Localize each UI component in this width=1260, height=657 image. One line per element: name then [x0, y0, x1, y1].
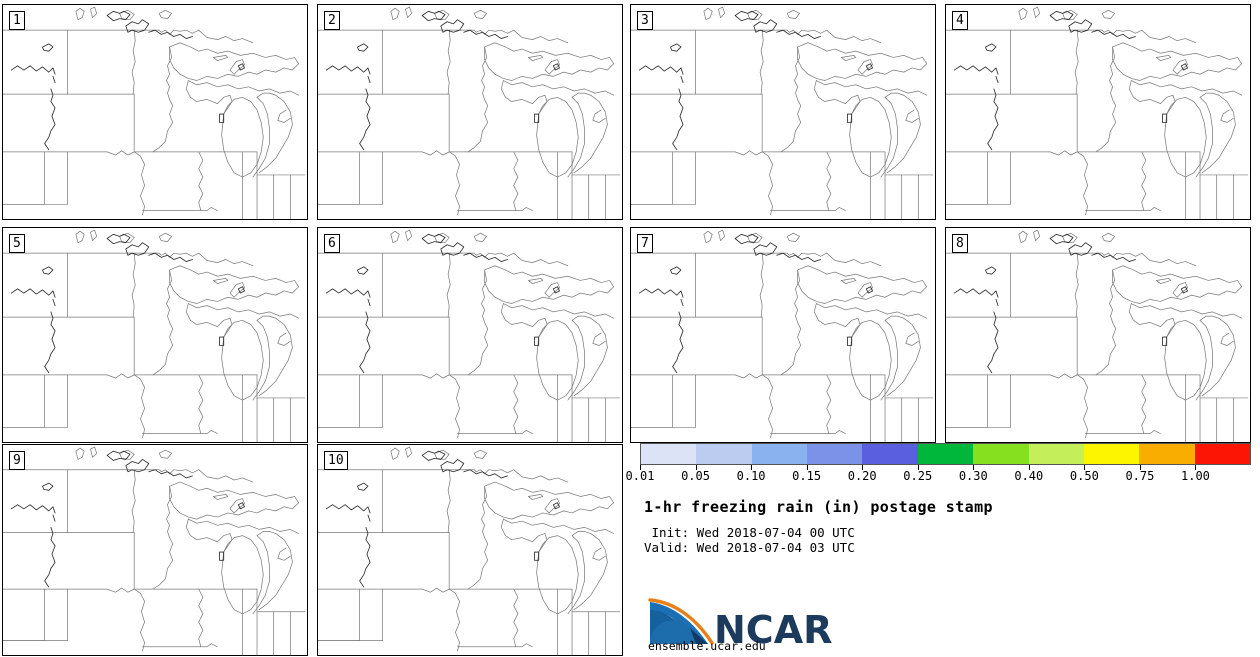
map-panel-member-7[interactable]: 7 [630, 227, 936, 443]
panel-number-badge: 4 [952, 11, 968, 30]
init-time-label: Init: Wed 2018-07-04 00 UTC [644, 525, 855, 540]
colorbar-swatch-2 [751, 444, 808, 464]
colorbar-tick-6 [973, 465, 975, 470]
basemap-render [946, 6, 1249, 219]
colorbar-tick-3 [806, 465, 808, 470]
colorbar-swatch-5 [917, 444, 974, 464]
ncar-url-label: ensemble.ucar.edu [648, 639, 766, 653]
basemap-render [318, 446, 621, 655]
colorbar-swatch-4 [862, 444, 918, 464]
map-panel-member-9[interactable]: 9 [2, 444, 308, 656]
colorbar-tick-9 [1139, 465, 1141, 470]
ncar-logo: NCAR [648, 598, 832, 652]
colorbar-ticks [640, 465, 1251, 471]
colorbar-tick-4 [862, 465, 864, 470]
map-panel-member-6[interactable]: 6 [317, 227, 623, 443]
panel-number-badge: 10 [324, 451, 348, 470]
basemap-render [631, 229, 934, 442]
colorbar-tick-label-1: 0.05 [681, 469, 710, 483]
panel-number-badge: 2 [324, 11, 340, 30]
basemap-render [3, 229, 306, 442]
valid-time-label: Valid: Wed 2018-07-04 03 UTC [644, 540, 855, 555]
colorbar-tick-label-5: 0.25 [903, 469, 933, 483]
map-panel-member-5[interactable]: 5 [2, 227, 308, 443]
colorbar-tick-label-2: 0.10 [736, 469, 766, 483]
colorbar-tick-label-4: 0.20 [847, 469, 877, 483]
basemap-render [318, 6, 621, 219]
colorbar-tick-label-0: 0.01 [625, 469, 655, 483]
legend-area: 0.01 0.05 0.10 0.15 0.20 0.25 0.30 0.40 0.50 0.75… [626, 440, 1256, 657]
colorbar-tick-5 [917, 465, 919, 470]
colorbar-tick-label-3: 0.15 [792, 469, 822, 483]
basemap-render [631, 6, 934, 219]
colorbar-tick-label-9: 0.75 [1125, 469, 1155, 483]
panel-number-badge: 3 [637, 11, 653, 30]
colorbar-swatch-1 [696, 444, 752, 464]
colorbar-swatch-3 [807, 444, 863, 464]
panel-number-badge: 7 [637, 234, 653, 253]
panel-number-badge: 9 [9, 451, 25, 470]
colorbar-tick-label-8: 0.50 [1069, 469, 1099, 483]
panel-number-badge: 6 [324, 234, 340, 253]
colorbar-tick-labels: 0.01 0.05 0.10 0.15 0.20 0.25 0.30 0.40 0.50 0.75… [626, 469, 1251, 485]
colorbar-tick-10 [1195, 465, 1197, 470]
colorbar-swatch-7 [1028, 444, 1084, 464]
panel-number-badge: 5 [9, 234, 25, 253]
basemap-render [3, 6, 306, 219]
colorbar-tick-7 [1028, 465, 1030, 470]
colorbar-swatch-10 [1194, 444, 1250, 464]
colorbar-tick-1 [695, 465, 697, 470]
colorbar-tick-label-6: 0.30 [958, 469, 988, 483]
colorbar-tick-2 [751, 465, 753, 470]
colorbar-swatch-9 [1139, 444, 1195, 464]
basemap-render [3, 446, 306, 655]
map-panel-member-1[interactable]: 1 [2, 4, 308, 220]
basemap-render [318, 229, 621, 442]
colorbar-tick-0 [640, 465, 641, 470]
map-panel-member-2[interactable]: 2 [317, 4, 623, 220]
map-panel-member-10[interactable]: 10 [317, 444, 623, 656]
colorbar [640, 443, 1251, 465]
colorbar-swatch-0 [641, 444, 697, 464]
colorbar-tick-label-10: 1.00 [1181, 469, 1210, 483]
ncar-wordmark: NCAR [714, 608, 832, 652]
colorbar-tick-label-7: 0.40 [1014, 469, 1044, 483]
colorbar-swatch-8 [1083, 444, 1140, 464]
panel-number-badge: 1 [9, 11, 25, 30]
map-panel-member-4[interactable]: 4 [945, 4, 1251, 220]
basemap-render [946, 229, 1249, 442]
colorbar-tick-8 [1084, 465, 1086, 470]
plot-title: 1-hr freezing rain (in) postage stamp [644, 498, 993, 516]
map-panel-member-8[interactable]: 8 [945, 227, 1251, 443]
panel-number-badge: 8 [952, 234, 968, 253]
map-panel-member-3[interactable]: 3 [630, 4, 936, 220]
colorbar-swatch-6 [973, 444, 1029, 464]
